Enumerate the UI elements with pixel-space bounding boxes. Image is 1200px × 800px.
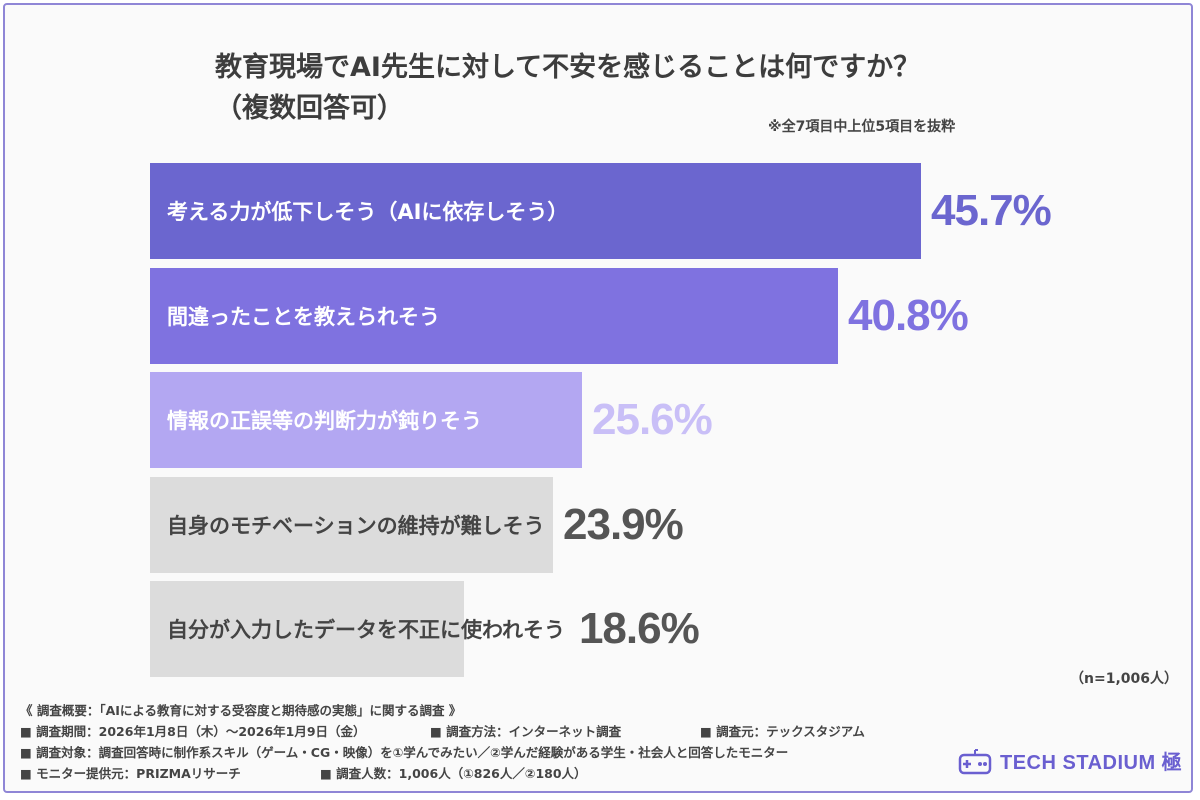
bar-5: [150, 581, 464, 677]
title-line2: （複数回答可）: [215, 92, 404, 124]
survey-method: ■ 調査方法：インターネット調査: [430, 724, 622, 739]
survey-row-1: ■ 調査期間：2026年1月8日（木）〜2026年1月9日（金） ■ 調査方法：イ…: [20, 721, 940, 742]
logo-text: TECH STADIUM 極: [1000, 751, 1183, 774]
bar-value-4: 23.9%: [563, 500, 684, 549]
survey-count: ■ 調査人数：1,006人（①826人／②180人）: [320, 766, 587, 781]
survey-provider: ■ モニター提供元：PRIZMAリサーチ: [20, 766, 241, 781]
bar-label-1: 考える力が低下しそう（AIに依存しそう）: [167, 200, 569, 224]
survey-summary: 《 調査概要：「AIによる教育に対する受容度と期待感の実態」に関する調査 》 ■…: [20, 700, 940, 784]
bar-label-5: 自分が入力したデータを不正に使われそう: [167, 618, 565, 642]
bar-label-2: 間違ったことを教えられそう: [167, 305, 440, 329]
bar-value-5: 18.6%: [578, 604, 700, 653]
bar-value-1: 45.7%: [931, 186, 1052, 235]
bar-label-4: 自身のモチベーションの維持が難しそう: [167, 514, 545, 538]
bar-value-3: 25.6%: [592, 395, 713, 444]
title-line1: 教育現場でAI先生に対して不安を感じることは何ですか？: [215, 52, 921, 83]
survey-target: ■ 調査対象：調査回答時に制作系スキル（ゲーム・CG・映像）を①学んでみたい／②…: [20, 745, 789, 760]
gamepad-icon: [958, 749, 992, 775]
survey-period: ■ 調査期間：2026年1月8日（木）〜2026年1月9日（金）: [20, 724, 366, 739]
survey-row-3: ■ モニター提供元：PRIZMAリサーチ ■ 調査人数：1,006人（①826人／…: [20, 763, 940, 784]
bar-3: [150, 372, 582, 468]
bar-label-3: 情報の正誤等の判断力が鈍りそう: [167, 409, 482, 433]
sample-size-label: （n=1,006人）: [1070, 671, 1178, 687]
bar-2: [150, 268, 838, 364]
bar-4: [150, 477, 553, 573]
bar-1: [150, 163, 921, 259]
survey-title: 《 調査概要：「AIによる教育に対する受容度と期待感の実態」に関する調査 》: [20, 703, 462, 718]
chart-title: 教育現場でAI先生に対して不安を感じることは何ですか？ （複数回答可）: [215, 48, 1115, 129]
bar-value-2: 40.8%: [848, 291, 969, 340]
tech-stadium-logo: TECH STADIUM 極: [958, 735, 1188, 785]
survey-source: ■ 調査元：テックスタジアム: [700, 724, 865, 739]
excerpt-note: ※全7項目中上位5項目を抜粋: [768, 119, 956, 135]
